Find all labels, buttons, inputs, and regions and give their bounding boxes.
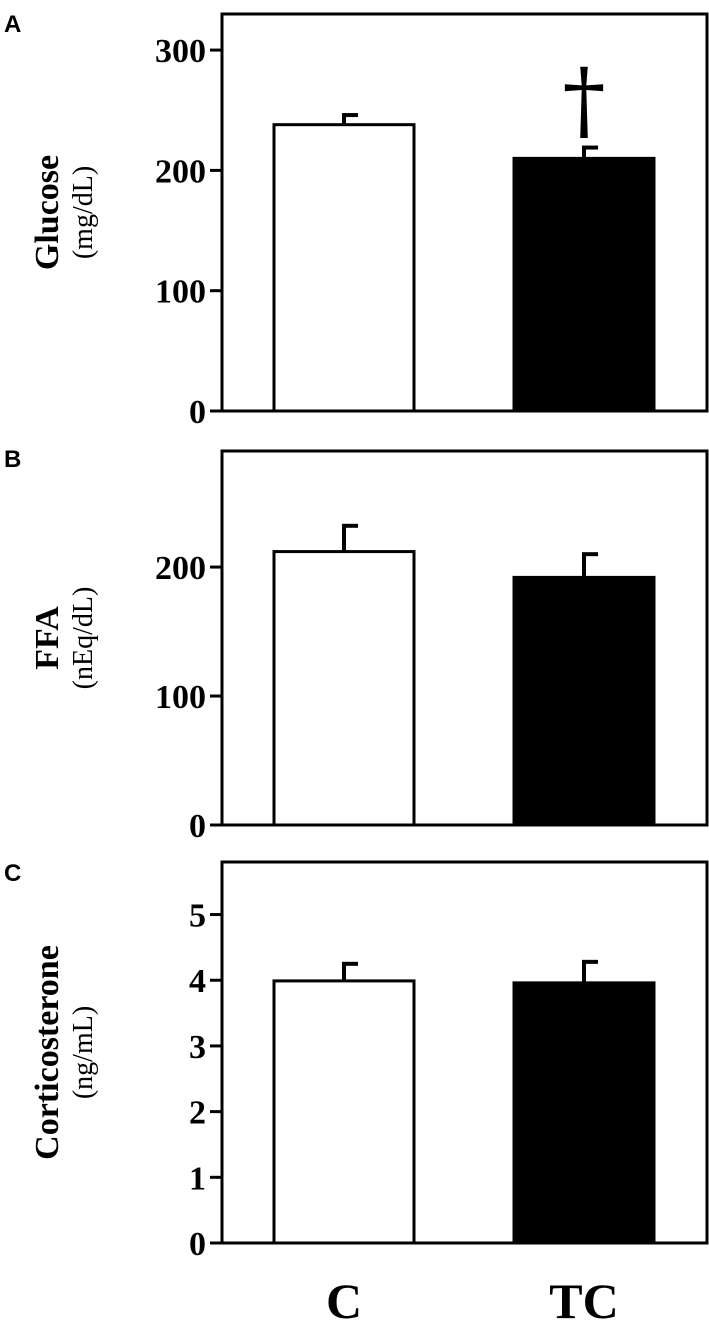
panel-b: B 0 100 200 FFA (nEq/dL) [4, 446, 709, 845]
y-axis-label: FFA [29, 606, 66, 670]
y-tick-label: 100 [155, 274, 206, 311]
x-category-label-tc: TC [549, 1273, 618, 1327]
y-axis-unit: (mg/dL) [68, 166, 99, 259]
y-tick-label: 200 [155, 550, 206, 587]
bar-c [272, 550, 416, 827]
y-tick-label: 0 [189, 808, 206, 845]
plot-frame [220, 12, 709, 413]
significance-marker: † [563, 51, 606, 151]
bar-tc [512, 575, 656, 827]
panel-a: A 0 100 200 300 Glucose (mg/dL) † [4, 11, 709, 431]
y-axis-unit: (nEq/dL) [68, 587, 99, 690]
bar-tc [512, 156, 656, 413]
y-tick-label: 1 [189, 1160, 206, 1197]
y-tick-label: 0 [189, 1226, 206, 1263]
y-tick-label: 200 [155, 153, 206, 190]
y-axis-label: Corticosterone [29, 945, 66, 1160]
y-tick-label: 4 [189, 963, 206, 1000]
panel-letter: B [4, 446, 21, 473]
panel-letter: C [4, 860, 21, 887]
y-axis-unit: (ng/mL) [68, 1006, 99, 1099]
panel-c: C 0 1 2 3 4 5 Corticosterone (ng/mL) [4, 860, 709, 1263]
y-tick-label: 3 [189, 1029, 206, 1066]
bar-c [272, 123, 416, 413]
y-tick-label: 100 [155, 679, 206, 716]
x-category-label-c: C [326, 1273, 362, 1327]
y-tick-label: 300 [155, 33, 206, 70]
plot-frame [220, 860, 709, 1245]
y-tick-label: 0 [189, 394, 206, 431]
bar-c [272, 979, 416, 1245]
y-axis-label: Glucose [29, 155, 66, 270]
y-tick-label: 5 [189, 898, 206, 935]
plot-frame [220, 449, 709, 827]
panel-letter: A [4, 11, 21, 38]
bar-tc [512, 981, 656, 1245]
y-tick-label: 2 [189, 1095, 206, 1132]
